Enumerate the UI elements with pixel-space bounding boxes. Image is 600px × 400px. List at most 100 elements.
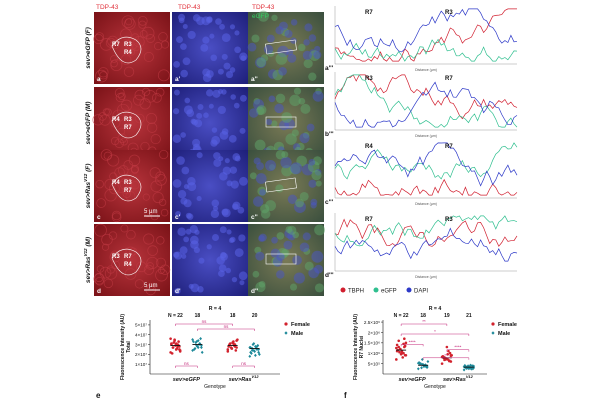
merged-cell xyxy=(271,14,278,21)
n-label: 21 xyxy=(466,313,472,319)
significance-label: ns xyxy=(202,319,208,324)
nucleus xyxy=(224,158,230,164)
cell-outline xyxy=(120,224,129,233)
data-point-female xyxy=(404,341,408,345)
merged-cell xyxy=(315,180,322,187)
significance-label: ns xyxy=(184,361,190,366)
data-point-female xyxy=(234,349,238,352)
cell-outline xyxy=(114,180,127,193)
profile-region-label: R4 xyxy=(365,144,373,150)
cell-outline xyxy=(99,114,111,126)
nucleus xyxy=(196,196,202,202)
y-tick-label: 1.5×10⁶ xyxy=(364,341,380,346)
nucleus xyxy=(187,182,197,192)
data-point-female xyxy=(445,345,449,349)
legend-dapi-swatch xyxy=(406,287,412,293)
merged-cell xyxy=(271,236,278,244)
significance-bracket xyxy=(422,357,470,360)
data-point-female xyxy=(440,362,444,365)
cell-outline xyxy=(124,39,133,49)
x-axis-label: Genotype xyxy=(424,384,446,390)
data-point-female xyxy=(178,350,182,353)
nucleus xyxy=(218,156,224,162)
significance-label: ** xyxy=(422,319,426,324)
nucleus xyxy=(239,280,245,286)
micrograph-panel: c' xyxy=(172,150,248,222)
cell-outline xyxy=(144,210,152,218)
n-label: 18 xyxy=(230,313,236,319)
nucleus xyxy=(196,112,203,119)
data-point-male xyxy=(196,345,200,350)
panel-letter: d'' xyxy=(251,288,259,295)
n-label: 20 xyxy=(252,313,258,319)
cell-outline xyxy=(119,177,133,191)
cell-label: R4 xyxy=(112,117,120,123)
cell-outline xyxy=(114,138,125,149)
nucleus xyxy=(233,102,240,109)
y-axis-sublabel: R7 Nuclei xyxy=(359,335,365,358)
nucleus xyxy=(206,244,212,250)
cell-outline xyxy=(99,38,113,51)
data-point-male xyxy=(420,357,424,362)
profile-plot: R7 R3 Distance (µm) d''' xyxy=(325,213,518,279)
nucleus xyxy=(210,54,218,62)
significance-bracket xyxy=(446,349,470,352)
data-point-male xyxy=(248,354,252,358)
panel-letter: d' xyxy=(175,288,181,295)
cell-label: R4 xyxy=(124,50,132,56)
merged-cell xyxy=(275,53,288,65)
merged-cell xyxy=(249,172,257,180)
profile-trace-egfp xyxy=(334,142,518,180)
profile-trace-egfp xyxy=(334,74,518,128)
cell-outline xyxy=(150,180,163,193)
merged-cell xyxy=(276,252,285,262)
nucleus xyxy=(192,14,201,22)
nucleus xyxy=(194,229,200,235)
nucleus xyxy=(181,166,190,175)
legend-dapi-label: DAPI xyxy=(414,289,428,295)
data-point-female xyxy=(169,337,172,340)
nucleus xyxy=(184,97,191,104)
data-point-male xyxy=(252,348,256,353)
data-point-male xyxy=(250,348,254,353)
nucleus xyxy=(203,112,209,119)
nucleus xyxy=(229,24,236,30)
cell-outline xyxy=(147,245,158,256)
data-point-female xyxy=(397,345,401,349)
profile-legend: TBPH eGFP DAPI xyxy=(340,287,428,295)
nucleus xyxy=(212,233,219,241)
data-point-male xyxy=(192,347,196,352)
significance-label: **** xyxy=(409,339,416,344)
panel-letter: d xyxy=(97,288,101,295)
profile-region-label: R7 xyxy=(365,10,373,16)
nucleus xyxy=(222,166,231,175)
cell-outline xyxy=(120,54,132,65)
micrograph-panel: a' xyxy=(172,12,248,84)
micrograph-panel: d' xyxy=(172,224,248,296)
legend-female-label: Female xyxy=(291,322,310,328)
nucleus xyxy=(182,24,188,30)
y-tick-label: 1×10⁷ xyxy=(135,362,147,367)
cell-outline xyxy=(136,261,147,273)
merged-cell xyxy=(293,272,305,284)
data-point-male xyxy=(194,340,198,345)
cell-label: R3 xyxy=(124,180,132,186)
nucleus xyxy=(183,236,190,243)
cell-outline xyxy=(143,264,154,275)
category-label: sev>RasV12 xyxy=(229,374,260,383)
nucleus xyxy=(186,213,194,220)
merged-cell xyxy=(247,42,257,52)
panel-letter: a'' xyxy=(251,76,258,83)
nucleus xyxy=(218,264,227,273)
cell-outline xyxy=(109,172,118,181)
cell-outline xyxy=(111,260,121,270)
cell-outline xyxy=(143,51,154,63)
merged-cell xyxy=(310,198,318,206)
cell-outline xyxy=(95,276,104,286)
profile-region-label: R3 xyxy=(445,217,453,223)
nucleus xyxy=(232,153,241,161)
micrograph-panel: d xyxy=(93,223,171,296)
nucleus xyxy=(217,105,226,115)
merged-cell xyxy=(278,66,287,76)
nucleus xyxy=(183,184,189,190)
